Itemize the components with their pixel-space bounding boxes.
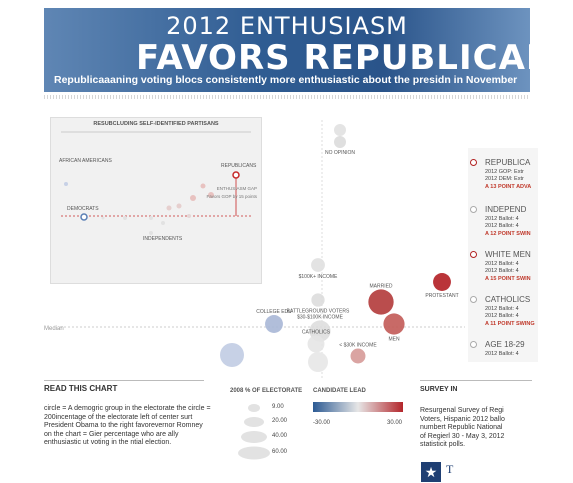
size-swatch xyxy=(248,404,260,412)
inset-dot xyxy=(149,216,153,220)
data-point xyxy=(383,313,405,335)
side-name: AGE 18-29 xyxy=(485,340,525,349)
inset-svg: AFRICAN AMERICANS REPUBLICANS DEMOCRATS … xyxy=(59,131,258,242)
electorate-value: 40.00 xyxy=(272,433,288,439)
read-chart-title: READ THIS CHART xyxy=(44,384,118,393)
ring-icon xyxy=(470,206,477,213)
data-point-label: < $30K INCOME xyxy=(339,343,377,349)
electorate-title: 2008 % OF ELECTORATE xyxy=(230,388,303,394)
side-name: REPUBLICA xyxy=(485,158,531,167)
points-layer: NO OPINION $100K+ INCOME MARRIED PROTESTANT… xyxy=(256,136,459,364)
ring-icon xyxy=(470,251,477,258)
side-lead: A 12 POINT SWIN xyxy=(485,231,531,237)
side-line: 2012 Ballot: 4 xyxy=(485,268,519,274)
data-point-label: PROTESTANT xyxy=(425,293,458,299)
inset-dot xyxy=(166,205,172,211)
lead-color-scale xyxy=(313,402,403,412)
side-line: 2012 Ballot: 4 xyxy=(485,261,519,267)
side-lead: A 15 POINT SWIN xyxy=(485,276,531,282)
lead-min: -30.00 xyxy=(313,420,331,426)
header-line2: FAVORS REPUBLICAN xyxy=(136,38,530,78)
electorate-value: 60.00 xyxy=(272,449,288,455)
inset-gap-title: ENTHUSIASM GAP xyxy=(217,186,257,191)
inset-title: RESUBCLUDING SELF-IDENTIFIED PARTISANS xyxy=(93,121,219,127)
inset-dot xyxy=(123,216,127,220)
extra-circle-blue xyxy=(220,343,244,367)
size-swatch xyxy=(241,431,267,443)
size-swatch xyxy=(238,446,270,460)
inset-gap-text: Favors GOP by 15 points xyxy=(207,194,258,199)
inset-dot xyxy=(161,221,165,225)
scatter-plot: Median NO OPINION $100K+ INCOME MARRIED PRO… xyxy=(44,120,465,380)
electorate-value: 9.00 xyxy=(272,404,284,410)
inset-democrats-dot xyxy=(80,213,88,221)
lead-title: CANDIDATE LEAD xyxy=(313,388,366,394)
star-logo-icon: ★ xyxy=(421,462,441,482)
median-label: Median xyxy=(44,326,64,332)
legend-divider xyxy=(420,380,532,381)
header-strip xyxy=(44,95,530,99)
lead-max: 30.00 xyxy=(387,420,403,426)
header-line1: 2012 ENTHUSIASM xyxy=(166,12,408,40)
data-point-label: CATHOLICS xyxy=(302,330,331,336)
survey-title: SURVEY IN xyxy=(420,386,458,393)
data-point-label: MARRIED xyxy=(369,283,392,289)
inset-dot xyxy=(64,182,68,186)
side-line: 2012 GOP: Extr xyxy=(485,169,524,175)
side-name: INDEPEND xyxy=(485,205,527,214)
inset-label-republicans: REPUBLICANS xyxy=(221,163,257,169)
inset-panel: RESUBCLUDING SELF-IDENTIFIED PARTISANS A… xyxy=(50,117,262,284)
data-point-label: NO OPINION xyxy=(325,150,355,156)
header-banner: 2012 ENTHUSIASM FAVORS REPUBLICAN Republ… xyxy=(44,8,530,92)
data-point-label: $100K+ INCOME xyxy=(299,274,338,280)
read-chart-text: circle = A demogric group in the elector… xyxy=(44,405,211,446)
survey-text: Resurgenal Survey of Regi Voters, Hispan… xyxy=(420,407,505,448)
ring-icon xyxy=(470,296,477,303)
inset-dot xyxy=(208,192,214,198)
side-name: WHITE MEN xyxy=(485,250,531,259)
header-subtitle: Republicaaaning voting blocs consistentl… xyxy=(54,74,518,86)
ring-icon xyxy=(470,341,477,348)
data-point-label: MEN xyxy=(388,337,400,343)
side-panel: REPUBLICA 2012 GOP: Extr 2012 DEM: Extr … xyxy=(468,148,538,362)
data-point xyxy=(368,289,394,315)
inset-dot xyxy=(200,183,206,189)
data-point-label: $30-$100K INCOME xyxy=(297,314,344,320)
data-point xyxy=(350,348,366,364)
inset-dot xyxy=(149,231,153,235)
inset-dot xyxy=(190,195,196,201)
inset-label-independents: INDEPENDENTS xyxy=(143,236,183,242)
data-point-label: BATTLEGROUND VOTERS xyxy=(287,309,350,315)
inset-republicans-dot xyxy=(232,171,240,179)
side-lead: A 13 POINT ADVA xyxy=(485,184,532,190)
electorate-size-legend xyxy=(238,404,270,460)
side-line: 2012 DEM: Extr xyxy=(485,176,524,182)
extra-circle-grey xyxy=(308,352,328,372)
inset-label-democrats: DEMOCRATS xyxy=(67,206,99,212)
inset-dot xyxy=(187,214,191,218)
side-lead: A 11 POINT SWING xyxy=(485,321,535,327)
side-line: 2012 Ballot: 4 xyxy=(485,216,519,222)
side-name: CATHOLICS xyxy=(485,295,531,304)
data-point-label: COLLEGE EDU xyxy=(256,309,292,315)
data-point xyxy=(311,258,325,272)
side-line: 2012 Ballot: 4 xyxy=(485,351,519,357)
inset-dot xyxy=(101,216,105,220)
data-point xyxy=(307,335,325,353)
electorate-value: 20.00 xyxy=(272,418,288,424)
data-point xyxy=(334,136,346,148)
inset-label-african-americans: AFRICAN AMERICANS xyxy=(59,158,112,164)
side-line: 2012 Ballot: 4 xyxy=(485,313,519,319)
data-point xyxy=(311,293,325,307)
extra-circle-top xyxy=(334,124,346,136)
size-swatch xyxy=(244,417,264,427)
data-point xyxy=(265,315,283,333)
side-line: 2012 Ballot: 4 xyxy=(485,306,519,312)
side-line: 2012 Ballot: 4 xyxy=(485,223,519,229)
legend-divider xyxy=(44,380,204,381)
logo-letter: T xyxy=(446,462,454,476)
ring-icon xyxy=(470,159,477,166)
data-point xyxy=(433,273,451,291)
inset-dot xyxy=(176,203,182,209)
